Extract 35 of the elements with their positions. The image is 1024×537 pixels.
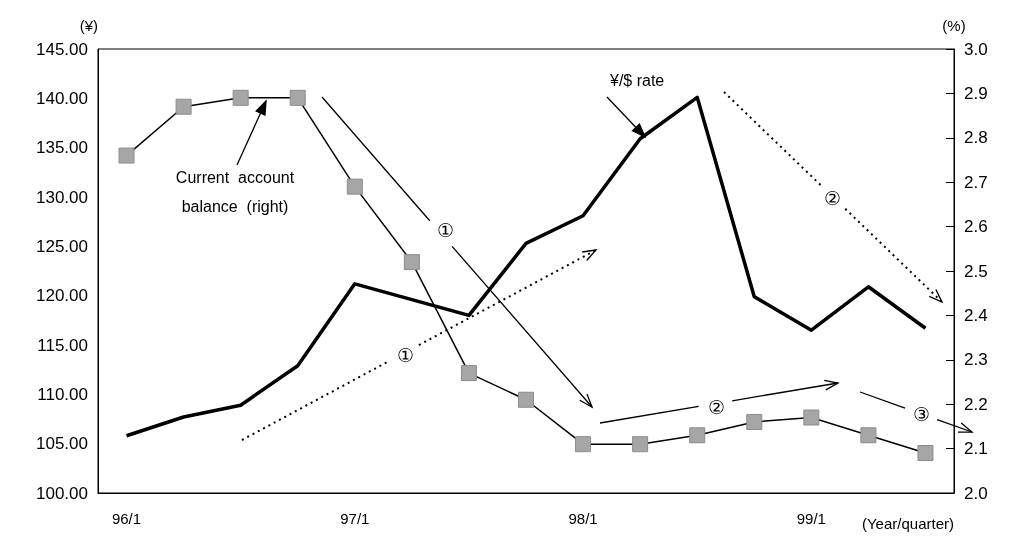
y2-tick-label: 2.3 <box>964 350 988 370</box>
annotation: ② <box>707 396 725 418</box>
x-tick-label: 98/1 <box>568 510 598 527</box>
y-tick-label: 145.00 <box>36 39 88 59</box>
y-tick-label: 100.00 <box>36 483 88 503</box>
y2-tick-label: 2.2 <box>964 394 988 414</box>
y2-axis-title: (%) <box>942 17 966 34</box>
annotation: ① <box>436 219 454 241</box>
y2-tick-label: 2.8 <box>964 128 988 148</box>
x-axis-title: (Year/quarter) <box>862 514 954 532</box>
y2-tick-label: 3.0 <box>964 39 988 59</box>
x-tick-label: 99/1 <box>796 510 826 527</box>
y-tick-label: 125.00 <box>36 236 88 256</box>
annotation: ② <box>823 187 841 209</box>
y-tick-label: 120.00 <box>36 286 88 306</box>
y2-tick-label: 2.6 <box>964 217 988 237</box>
y-tick-label: 105.00 <box>36 434 88 454</box>
series-label: ¥/$ rate <box>609 71 665 89</box>
y-tick-label: 135.00 <box>36 138 88 158</box>
y2-tick-label: 2.5 <box>964 261 988 281</box>
x-tick-label: 97/1 <box>340 510 370 527</box>
y2-tick-label: 2.4 <box>964 305 988 325</box>
y-axis-title: (¥) <box>79 17 98 34</box>
annotation: ③ <box>912 403 930 425</box>
text: Current account balance (right) <box>175 169 295 215</box>
y-tick-label: 140.00 <box>36 88 88 108</box>
y-tick-label: 110.00 <box>37 384 88 404</box>
y2-tick-label: 2.1 <box>964 439 988 459</box>
annotation: ① <box>396 344 414 366</box>
x-tick-label: 96/1 <box>111 510 142 527</box>
y2-tick-label: 2.0 <box>964 483 988 503</box>
y-tick-label: 130.00 <box>36 187 88 207</box>
y-tick-label: 115.00 <box>37 335 88 355</box>
y2-tick-label: 2.9 <box>964 83 988 103</box>
y2-tick-label: 2.7 <box>964 172 988 192</box>
